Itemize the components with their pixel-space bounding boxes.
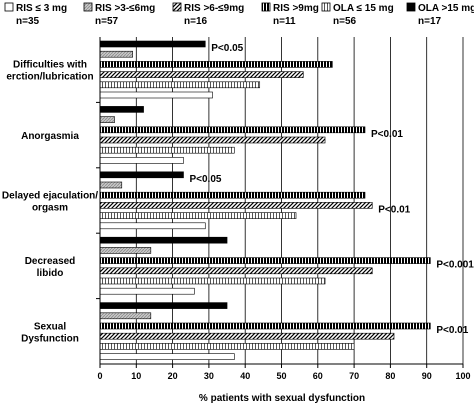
significance-label: P<0.05 xyxy=(189,174,221,185)
x-tick-label: 100 xyxy=(455,371,470,381)
bar xyxy=(99,157,184,164)
bar xyxy=(99,353,235,360)
x-tick-label: 10 xyxy=(131,371,141,381)
bar xyxy=(99,267,373,275)
legend-label: OLA ≤ 15 mg xyxy=(333,3,394,14)
x-tick-label: 40 xyxy=(240,371,250,381)
bar xyxy=(99,312,152,320)
bar xyxy=(99,247,152,254)
bar xyxy=(99,136,326,144)
bars-group xyxy=(99,40,431,360)
bar xyxy=(99,277,326,285)
legend-n: n=11 xyxy=(273,16,296,27)
legend-label: RIS >3-≤6mg xyxy=(95,3,155,14)
category-label: Delayed ejaculation/ xyxy=(2,191,98,202)
bar xyxy=(99,343,355,350)
x-tick-label: 20 xyxy=(168,371,178,381)
legend-n: n=35 xyxy=(16,16,40,27)
chart-legend: RIS ≤ 3 mg n=35 RIS >3-≤6mg n=57 RIS >6-≤9mg… xyxy=(4,2,474,27)
category-label: orgasm xyxy=(32,203,68,214)
bar xyxy=(99,116,115,123)
legend-label: RIS >9mg xyxy=(273,3,319,14)
legend-label: RIS >6-≤9mg xyxy=(184,3,244,14)
bar xyxy=(99,61,333,68)
category-label: Anorgasmia xyxy=(21,131,79,142)
grid-lines xyxy=(135,37,464,364)
x-tick-label: 50 xyxy=(276,371,286,381)
bar xyxy=(99,71,304,78)
legend-n: n=16 xyxy=(184,16,208,27)
bar xyxy=(99,181,123,189)
bar xyxy=(99,126,366,134)
significance-label: P<0.05 xyxy=(211,43,243,54)
bar xyxy=(99,191,366,199)
bar xyxy=(99,146,235,154)
bar xyxy=(99,91,213,99)
bar xyxy=(99,106,144,113)
bar xyxy=(99,322,431,330)
significance-label: P<0.001 xyxy=(436,260,474,271)
bar xyxy=(99,212,297,219)
category-label: Difficulties with xyxy=(13,60,87,71)
x-tick-label: 90 xyxy=(422,371,432,381)
bar xyxy=(99,302,228,309)
legend-swatch xyxy=(261,2,271,12)
axes-group: 0 10 20 30 40 50 60 70 80 90 100 xyxy=(96,37,471,381)
x-tick-label: 80 xyxy=(385,371,395,381)
significance-label: P<0.01 xyxy=(436,325,468,336)
bar xyxy=(99,257,431,264)
bar xyxy=(99,50,133,58)
legend-swatch xyxy=(172,2,182,12)
legend-swatch xyxy=(321,2,331,12)
annotations: P<0.05 P<0.01 P<0.05 P<0.01 P<0.001 P<0.01 xyxy=(189,43,474,336)
legend-n: n=57 xyxy=(95,16,119,27)
category-label: libido xyxy=(37,268,64,279)
bar xyxy=(99,222,206,230)
category-label: erction/lubrication xyxy=(6,72,93,83)
bar xyxy=(99,236,228,244)
bar xyxy=(99,40,206,48)
bar xyxy=(99,202,373,209)
legend-label: RIS ≤ 3 mg xyxy=(16,3,67,14)
legend-n: n=56 xyxy=(333,16,357,27)
bar xyxy=(99,171,184,179)
legend-label: OLA >15 mg xyxy=(418,3,474,14)
legend-swatch xyxy=(83,2,93,12)
x-tick-label: 60 xyxy=(313,371,323,381)
category-label: Dysfunction xyxy=(21,333,79,344)
category-label: Decreased xyxy=(25,256,76,267)
x-tick-label: 30 xyxy=(204,371,214,381)
category-label: Sexual xyxy=(34,321,66,332)
legend-swatch xyxy=(406,2,416,12)
x-axis-label: % patients with sexual dysfunction xyxy=(199,393,365,404)
legend-n: n=17 xyxy=(418,16,442,27)
x-tick-label: 0 xyxy=(97,371,102,381)
bar xyxy=(99,287,195,295)
significance-label: P<0.01 xyxy=(371,129,403,140)
bar xyxy=(99,81,261,89)
legend-swatch xyxy=(4,2,14,12)
bar xyxy=(99,332,395,340)
x-tick-label: 70 xyxy=(349,371,359,381)
significance-label: P<0.01 xyxy=(378,204,410,215)
